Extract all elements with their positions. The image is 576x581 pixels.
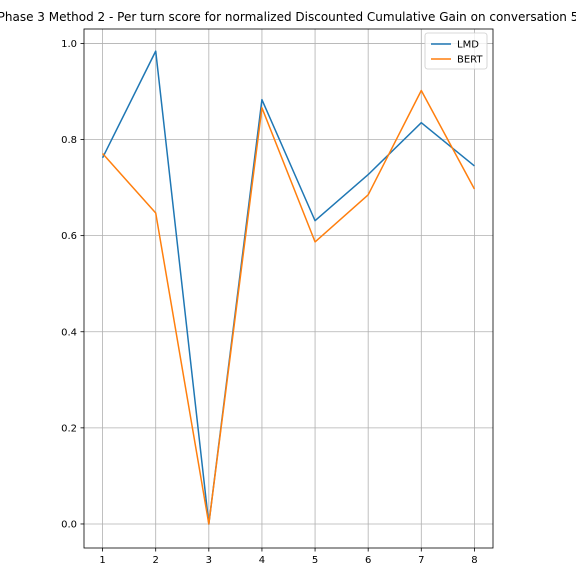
y-tick-label: 0.0: [61, 519, 77, 530]
series-line-lmd: [101, 50, 475, 525]
grid: [84, 29, 493, 548]
plot-area-frame: [83, 28, 494, 549]
series-layer: [101, 50, 476, 525]
x-tick-label: 2: [153, 555, 159, 566]
chart-title: Phase 3 Method 2 - Per turn score for no…: [0, 10, 576, 24]
y-tick-label: 0.6: [61, 231, 77, 242]
x-tick-label: 7: [418, 555, 424, 566]
x-tick-label: 1: [99, 555, 105, 566]
y-tick-label: 0.8: [61, 135, 77, 146]
x-tick-label: 8: [471, 555, 477, 566]
series-line-bert: [102, 89, 476, 525]
axis-ticks: 1 2 3 4 5 6 7 8 0.0 0.2 0.4 0.6 0.8 1.0: [61, 39, 478, 566]
y-tick-label: 0.4: [61, 327, 77, 338]
legend: LMD BERT: [424, 32, 488, 70]
y-tick-label: 0.2: [61, 423, 77, 434]
x-tick-label: 3: [206, 555, 212, 566]
x-tick-label: 6: [365, 555, 371, 566]
y-tick-label: 1.0: [61, 39, 77, 50]
x-tick-label: 5: [312, 555, 318, 566]
legend-label-bert: BERT: [457, 55, 483, 66]
legend-box: [424, 32, 488, 70]
legend-label-lmd: LMD: [457, 40, 479, 51]
x-tick-label: 4: [259, 555, 265, 566]
